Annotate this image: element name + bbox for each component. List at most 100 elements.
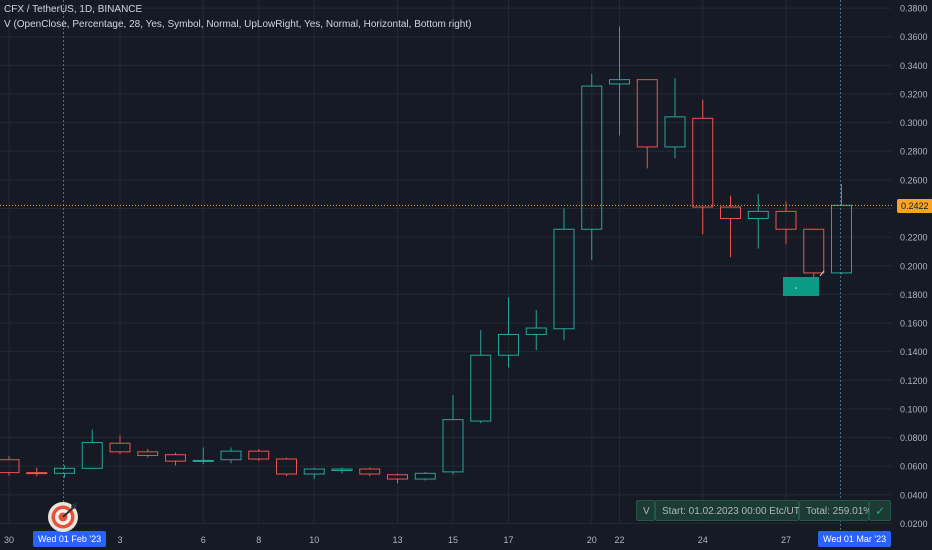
- price-tick-label: 0.0600: [900, 462, 928, 472]
- candle: [331, 467, 353, 474]
- date-tick-label: 8: [256, 535, 261, 545]
- grid: [0, 0, 892, 524]
- candle: [609, 26, 630, 136]
- price-tick-label: 0.0800: [900, 433, 928, 443]
- candles: [0, 26, 852, 484]
- price-tick-label: 0.1600: [900, 319, 928, 329]
- candle: [831, 184, 852, 275]
- candle-body: [81, 442, 103, 469]
- price-tick-label: 0.0400: [900, 490, 928, 500]
- candle-body: [692, 117, 714, 208]
- candle: [109, 435, 131, 454]
- date-tick-label: 20: [587, 535, 597, 545]
- candle: [26, 467, 48, 477]
- candle-body: [525, 327, 547, 335]
- candle-body: [248, 450, 270, 460]
- candle: [553, 208, 575, 341]
- price-tick-label: 0.2600: [900, 175, 928, 185]
- candle-body: [720, 206, 741, 220]
- current-price-label: 0.2422: [897, 199, 932, 213]
- candle-body: [387, 474, 408, 480]
- time-axis[interactable]: 30 3 6 8 10 13 15 17 20 22 24 27: [4, 535, 791, 545]
- candle: [220, 447, 242, 464]
- price-tick-label: 0.3200: [900, 89, 928, 99]
- candle: [54, 465, 75, 478]
- candle-body: [26, 472, 48, 475]
- price-tick-label: 0.3600: [900, 32, 928, 42]
- candle: [636, 79, 658, 169]
- candle-body: [331, 468, 353, 471]
- candle: [747, 194, 769, 249]
- candle: [414, 471, 436, 481]
- indicator-legend[interactable]: V (OpenClose, Percentage, 28, Yes, Symbo…: [4, 19, 472, 30]
- candle: [248, 448, 270, 462]
- candle: [387, 473, 408, 484]
- date-tick-label: 24: [698, 535, 708, 545]
- candle-body: [636, 79, 658, 148]
- candle-body: [165, 454, 186, 462]
- candle: [192, 447, 214, 465]
- candle: [692, 99, 714, 235]
- candle: [498, 297, 519, 368]
- date-tick-label: 22: [614, 535, 624, 545]
- candle: [442, 395, 464, 475]
- annotation-box: [783, 277, 819, 296]
- price-tick-label: 0.1200: [900, 376, 928, 386]
- stats-total-cell: Total: 259.01%: [799, 500, 872, 521]
- candle: [303, 467, 325, 480]
- date-tick-label: 6: [201, 535, 206, 545]
- candle: [359, 467, 381, 477]
- candle-body: [0, 459, 20, 474]
- price-tick-label: 0.0200: [900, 519, 928, 529]
- candle-body: [609, 79, 630, 85]
- candle: [137, 448, 159, 458]
- price-tick-label: 0.1800: [900, 290, 928, 300]
- price-tick-label: 0.1400: [900, 347, 928, 357]
- candle-body: [137, 451, 159, 456]
- candle: [775, 201, 797, 245]
- price-tick-label: 0.2800: [900, 147, 928, 157]
- candle: [470, 330, 492, 424]
- candle: [664, 78, 686, 159]
- stats-start-cell: Start: 01.02.2023 00:00 Etc/UTC: [655, 500, 807, 521]
- symbol-title: CFX / TetherUS, 1D, BINANCE: [4, 4, 143, 15]
- candle: [0, 456, 20, 476]
- candle-body: [276, 458, 297, 475]
- candle-body: [775, 210, 797, 230]
- candle-body: [803, 228, 825, 274]
- candle-body: [553, 228, 575, 330]
- candle-body: [664, 116, 686, 148]
- date-tick-label: 30: [4, 535, 14, 545]
- price-tick-label: 0.3000: [900, 118, 928, 128]
- candle: [720, 195, 741, 258]
- candle-body: [192, 459, 214, 462]
- candle: [525, 310, 547, 351]
- price-tick-label: 0.2000: [900, 261, 928, 271]
- date-markers: [63, 0, 841, 530]
- candle: [581, 73, 603, 261]
- candle: [276, 457, 297, 477]
- candle-body: [470, 354, 492, 422]
- price-tick-label: 0.1000: [900, 404, 928, 414]
- date-tick-label: 3: [117, 535, 122, 545]
- candle: [165, 452, 186, 466]
- end-date-tag: Wed 01 Mar '23: [818, 531, 892, 547]
- stats-v-cell: V: [636, 500, 655, 521]
- price-tick-label: 0.3400: [900, 61, 928, 71]
- candle-body: [303, 468, 325, 475]
- price-tick-label: 0.3800: [900, 4, 928, 14]
- date-tick-label: 17: [503, 535, 513, 545]
- candle-body: [831, 204, 852, 274]
- candle-body: [498, 333, 519, 356]
- date-tick-label: 13: [392, 535, 402, 545]
- candle-body: [220, 450, 242, 461]
- candle-body: [581, 85, 603, 230]
- candle-body: [414, 472, 436, 480]
- candle-body: [109, 442, 131, 453]
- candle-body: [747, 210, 769, 220]
- price-axis[interactable]: 0.0200 0.0400 0.0600 0.0800 0.1000 0.1200 0.14…: [900, 4, 928, 529]
- tradingview-target-icon[interactable]: [46, 500, 80, 534]
- date-tick-label: 15: [448, 535, 458, 545]
